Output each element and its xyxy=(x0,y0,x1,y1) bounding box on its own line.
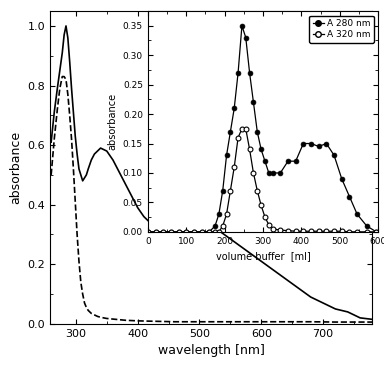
Y-axis label: absorbance: absorbance xyxy=(107,93,117,150)
Y-axis label: absorbance: absorbance xyxy=(9,131,22,204)
Legend: A 280 nm, A 320 nm: A 280 nm, A 320 nm xyxy=(310,15,374,43)
X-axis label: wavelength [nm]: wavelength [nm] xyxy=(158,344,265,357)
X-axis label: volume buffer  [ml]: volume buffer [ml] xyxy=(216,251,310,261)
